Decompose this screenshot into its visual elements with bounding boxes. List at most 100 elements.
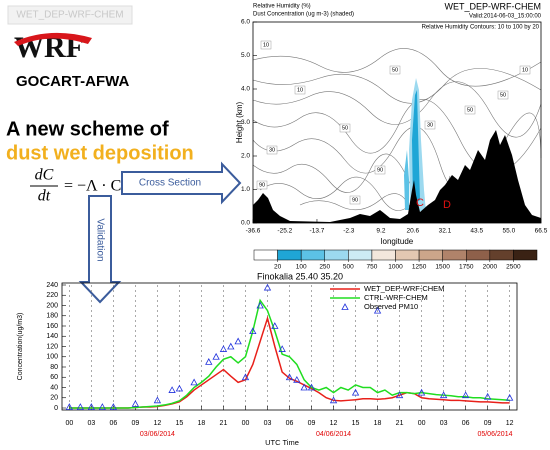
x-tick-label: 15: [352, 420, 360, 427]
y-tick-label: 180: [46, 313, 58, 320]
contour-label-box: [260, 40, 272, 50]
observation-marker: [263, 283, 272, 291]
chart-subtitle: Relative Humidity (%): [253, 4, 311, 10]
contour-note: Relative Humidity Contours: 10 to 100 by…: [422, 25, 540, 31]
validation-arrow: [78, 195, 122, 304]
x-tick-label: 00: [242, 420, 250, 427]
contour-label: 90: [352, 197, 358, 203]
x-tick-label: 21: [220, 420, 228, 427]
observation-marker: [234, 337, 242, 345]
colorbar-swatch: [418, 249, 443, 261]
x-axis-label: UTC Time: [265, 438, 299, 447]
observation-marker: [256, 301, 264, 309]
x-tick-label: 55.0: [503, 228, 516, 235]
observation-marker: [175, 384, 184, 392]
colorbar-swatch: [324, 249, 349, 261]
observation-marker: [227, 342, 235, 350]
contour-label: 90: [259, 182, 265, 188]
colorbar-swatch: [489, 249, 514, 261]
x-tick-label: 15: [176, 420, 184, 427]
observation-marker: [249, 327, 257, 335]
x-tick-label: 21: [396, 420, 404, 427]
colorbar-swatch: [466, 249, 491, 261]
contour-label-box: [349, 195, 361, 205]
date-label: 05/06/2014: [477, 431, 512, 438]
observation-marker: [417, 388, 426, 396]
colorbar-label: 100: [296, 264, 307, 271]
x-tick-label: -2.3: [343, 228, 355, 235]
observation-marker: [307, 383, 316, 391]
observation-marker: [329, 396, 338, 404]
contour-line: [252, 112, 542, 193]
observation-marker: [278, 345, 286, 352]
y-tick-label: 120: [46, 343, 58, 350]
observation-marker: [109, 403, 118, 410]
colorbar-label: 750: [366, 264, 377, 271]
logo-subtitle: GOCART-AFWA: [16, 73, 129, 90]
contour-label: 90: [377, 167, 383, 173]
observation-marker: [212, 352, 220, 360]
observation-marker: [205, 358, 213, 365]
x-tick-label: -36.6: [246, 228, 261, 235]
logo-swoosh: [14, 32, 92, 46]
observation-marker: [76, 403, 85, 410]
colorbar-swatch: [513, 249, 538, 261]
x-tick-label: 20.6: [406, 228, 419, 235]
contour-label-box: [519, 65, 531, 75]
x-tick-label: 09: [484, 420, 492, 427]
y-axis-label: Height (km): [235, 101, 244, 143]
x-tick-label: -25.2: [277, 228, 292, 235]
contour-label-box: [256, 180, 268, 190]
contour-line: [259, 176, 421, 211]
headline-line2: dust wet deposition: [6, 142, 194, 164]
y-tick-label: 60: [50, 374, 58, 381]
colorbar-label: 1750: [459, 264, 474, 271]
x-tick-label: 12: [154, 420, 162, 427]
observation-marker: [461, 391, 470, 399]
y-tick-label: 240: [46, 282, 58, 289]
legend-swatch: [341, 303, 349, 310]
observation-marker: [483, 392, 492, 400]
x-tick-label: 12: [330, 420, 338, 427]
observation-marker: [285, 373, 294, 381]
observation-marker: [395, 391, 404, 399]
x-tick-label: 09: [308, 420, 316, 427]
contour-line: [252, 68, 542, 104]
colorbar-label: 250: [319, 264, 330, 271]
y-axis-label: Concentration(ug/m3): [17, 313, 24, 381]
observation-marker: [505, 393, 514, 401]
contour-label-box: [266, 145, 278, 155]
annotation: D: [443, 199, 451, 211]
colorbar-label: 2000: [483, 264, 498, 271]
x-tick-label: 06: [462, 420, 470, 427]
faded-title: WET_DEP-WRF-CHEM: [16, 10, 123, 21]
date-label: 04/06/2014: [316, 431, 351, 438]
colorbar-swatch: [395, 249, 420, 261]
cross-section-label: Cross Section: [139, 178, 201, 189]
y-tick-label: 160: [46, 323, 58, 330]
contour-label: 30: [427, 122, 433, 128]
contour-label-box: [497, 90, 509, 100]
chart-title: Finokalia 25.40 35.20: [257, 271, 343, 281]
contour-line: [252, 48, 542, 87]
contour-label-box: [424, 120, 436, 130]
observation-marker: [65, 403, 74, 410]
contour-line: [299, 193, 411, 211]
x-tick-label: 00: [418, 420, 426, 427]
contour-label-box: [464, 105, 476, 115]
x-tick-label: 18: [374, 420, 382, 427]
dust-plume: [404, 150, 409, 210]
x-tick-label: 32.1: [439, 228, 452, 235]
y-tick-label: 20: [50, 395, 58, 402]
colorbar-label: 500: [343, 264, 354, 271]
observation-marker: [87, 403, 96, 410]
x-tick-label: -13.7: [310, 228, 325, 235]
x-tick-label: 06: [109, 420, 117, 427]
colorbar-label: 2500: [506, 264, 521, 271]
dust-plume-core: [412, 90, 420, 205]
legend-label: CTRL-WRF-CHEM: [364, 293, 428, 302]
observation-marker: [241, 373, 250, 381]
observation-marker: [373, 306, 382, 314]
